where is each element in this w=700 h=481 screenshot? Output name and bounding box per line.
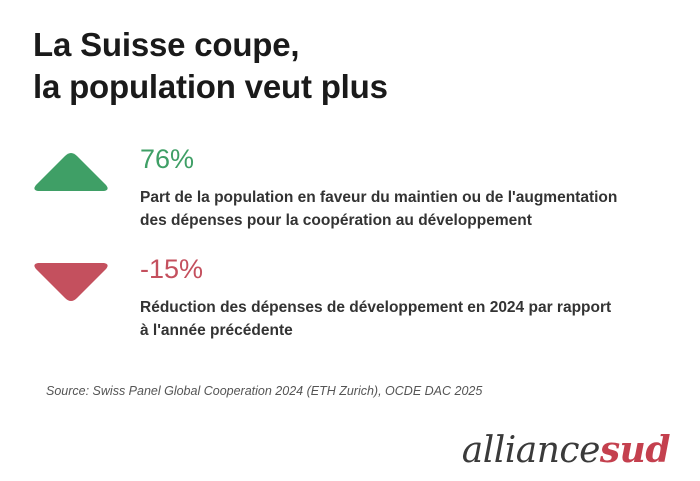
stat-description-cut-line-1: Réduction des dépenses de développement … [140, 299, 612, 316]
stat-description-support-line-1: Part de la population en faveur du maint… [140, 189, 618, 206]
triangle-up-icon [34, 153, 108, 191]
stat-description-support-line-2: des dépenses pour la coopération au déve… [140, 212, 532, 229]
logo-part-alliance: alliance [461, 430, 601, 471]
stat-description-cut-line-2: à l'année précédente [140, 322, 293, 339]
stat-value-support: 76% [140, 144, 195, 174]
title-line-2: la population veut plus [33, 68, 388, 105]
logo-part-sud: sud [599, 429, 671, 471]
stat-value-cut: -15% [140, 254, 204, 284]
stat-description-cut: Réduction des dépenses de développement … [140, 296, 685, 342]
page-title: La Suisse coupe, la population veut plus [33, 24, 388, 108]
triangle-up-shape [34, 153, 108, 191]
source-note: Source: Swiss Panel Global Cooperation 2… [46, 384, 483, 398]
triangle-down-icon [34, 263, 108, 301]
stat-description-support: Part de la population en faveur du maint… [140, 186, 685, 232]
title-line-1: La Suisse coupe, [33, 26, 300, 63]
triangle-down-shape [34, 263, 108, 301]
alliance-sud-logo: alliancesud [461, 428, 671, 473]
